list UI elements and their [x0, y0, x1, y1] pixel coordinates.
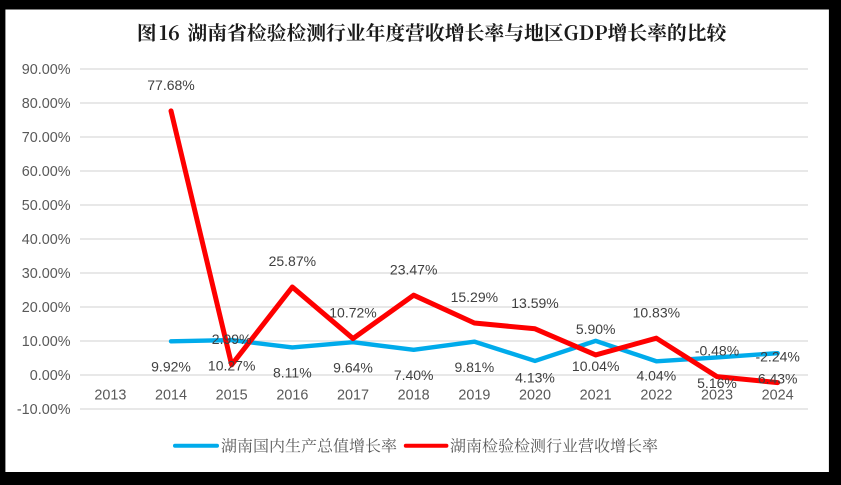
svg-text:10.27%: 10.27%: [208, 357, 255, 373]
svg-text:2018: 2018: [398, 388, 430, 404]
svg-text:60.00%: 60.00%: [22, 164, 71, 180]
svg-text:2015: 2015: [216, 388, 248, 404]
svg-text:2016: 2016: [276, 388, 308, 404]
svg-text:10.83%: 10.83%: [633, 304, 680, 320]
svg-text:90.00%: 90.00%: [22, 62, 71, 78]
svg-text:2020: 2020: [519, 388, 551, 404]
svg-text:7.40%: 7.40%: [394, 367, 434, 383]
svg-text:2021: 2021: [580, 388, 612, 404]
svg-text:2022: 2022: [640, 388, 672, 404]
svg-text:50.00%: 50.00%: [22, 198, 71, 214]
svg-text:13.59%: 13.59%: [511, 295, 558, 311]
svg-text:-2.24%: -2.24%: [755, 349, 799, 365]
svg-text:2014: 2014: [155, 388, 187, 404]
svg-text:10.04%: 10.04%: [572, 358, 619, 374]
svg-text:2017: 2017: [337, 388, 369, 404]
svg-text:5.16%: 5.16%: [697, 375, 737, 391]
svg-text:4.04%: 4.04%: [636, 368, 676, 384]
svg-text:4.13%: 4.13%: [515, 369, 555, 385]
svg-text:30.00%: 30.00%: [22, 266, 71, 282]
svg-text:-0.48%: -0.48%: [695, 343, 739, 359]
svg-text:2023: 2023: [701, 388, 733, 404]
svg-text:23.47%: 23.47%: [390, 261, 437, 277]
svg-text:6.43%: 6.43%: [758, 370, 798, 386]
svg-text:77.68%: 77.68%: [147, 77, 194, 93]
svg-text:0.00%: 0.00%: [30, 368, 71, 384]
svg-text:80.00%: 80.00%: [22, 96, 71, 112]
svg-text:5.90%: 5.90%: [576, 321, 616, 337]
svg-text:-10.00%: -10.00%: [17, 402, 71, 418]
svg-text:8.11%: 8.11%: [273, 365, 312, 381]
svg-text:25.87%: 25.87%: [269, 253, 316, 269]
svg-text:70.00%: 70.00%: [22, 130, 71, 146]
svg-text:2019: 2019: [458, 388, 490, 404]
svg-text:10.72%: 10.72%: [329, 305, 376, 321]
svg-text:9.64%: 9.64%: [333, 360, 373, 376]
svg-text:20.00%: 20.00%: [22, 300, 71, 316]
svg-text:9.81%: 9.81%: [454, 359, 494, 375]
svg-text:2013: 2013: [94, 388, 126, 404]
svg-text:9.92%: 9.92%: [151, 359, 191, 375]
svg-text:15.29%: 15.29%: [451, 289, 498, 305]
svg-text:10.00%: 10.00%: [22, 334, 71, 350]
svg-text:2.99%: 2.99%: [212, 331, 252, 347]
svg-text:2024: 2024: [762, 388, 794, 404]
svg-text:40.00%: 40.00%: [22, 232, 71, 248]
